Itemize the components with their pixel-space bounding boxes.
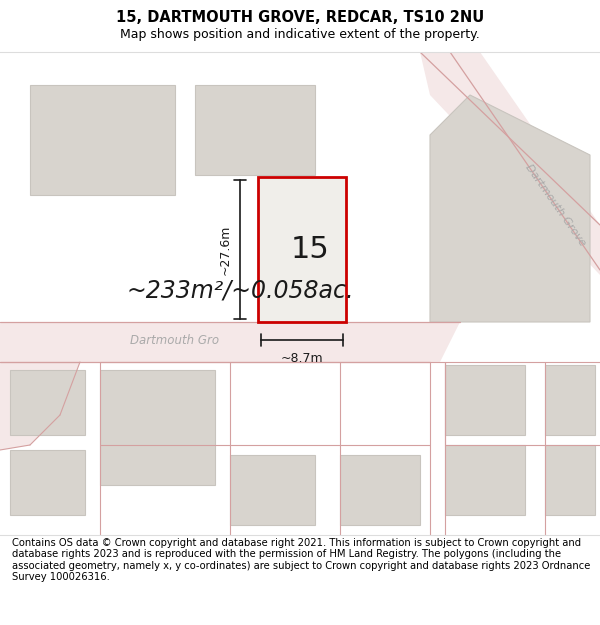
Text: Dartmouth Grove: Dartmouth Grove xyxy=(523,162,587,248)
Text: 15, DARTMOUTH GROVE, REDCAR, TS10 2NU: 15, DARTMOUTH GROVE, REDCAR, TS10 2NU xyxy=(116,11,484,26)
Polygon shape xyxy=(0,362,80,450)
Polygon shape xyxy=(420,52,600,275)
Polygon shape xyxy=(0,322,460,362)
Text: Contains OS data © Crown copyright and database right 2021. This information is : Contains OS data © Crown copyright and d… xyxy=(12,538,590,582)
Bar xyxy=(10,370,85,435)
Polygon shape xyxy=(430,95,590,322)
Text: Dartmouth Gro: Dartmouth Gro xyxy=(130,334,220,348)
Bar xyxy=(445,445,525,515)
Text: Map shows position and indicative extent of the property.: Map shows position and indicative extent… xyxy=(120,28,480,41)
Bar xyxy=(545,365,595,435)
Bar xyxy=(445,365,525,435)
Text: ~233m²/~0.058ac.: ~233m²/~0.058ac. xyxy=(126,278,354,302)
Bar xyxy=(258,177,346,322)
Bar xyxy=(10,450,85,515)
Text: 15: 15 xyxy=(290,235,329,264)
Bar xyxy=(195,85,315,175)
Bar xyxy=(230,455,315,525)
Bar xyxy=(100,370,215,485)
Bar xyxy=(30,85,175,195)
Bar xyxy=(340,455,420,525)
Text: ~27.6m: ~27.6m xyxy=(219,224,232,275)
Bar xyxy=(545,445,595,515)
Text: ~8.7m: ~8.7m xyxy=(281,352,323,365)
